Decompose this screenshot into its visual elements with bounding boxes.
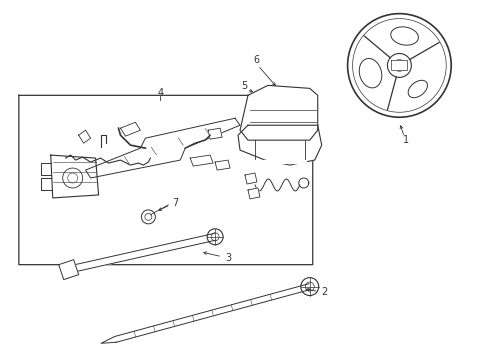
Polygon shape: [59, 260, 78, 280]
Polygon shape: [101, 337, 116, 343]
Polygon shape: [392, 60, 407, 71]
Polygon shape: [190, 155, 213, 166]
Text: 4: 4: [157, 88, 163, 98]
Polygon shape: [86, 118, 240, 178]
Polygon shape: [68, 233, 216, 273]
Polygon shape: [238, 125, 322, 165]
Polygon shape: [51, 155, 98, 198]
Text: 2: 2: [322, 287, 328, 297]
Polygon shape: [121, 122, 141, 136]
Polygon shape: [215, 160, 230, 170]
Text: 3: 3: [225, 253, 231, 263]
Text: 1: 1: [403, 135, 410, 145]
Text: 6: 6: [253, 55, 259, 66]
Polygon shape: [208, 128, 222, 139]
Polygon shape: [245, 173, 257, 184]
Text: 5: 5: [241, 81, 247, 91]
Polygon shape: [19, 95, 313, 265]
Polygon shape: [248, 188, 260, 199]
Text: 7: 7: [172, 198, 178, 208]
Polygon shape: [115, 284, 311, 342]
Polygon shape: [78, 130, 91, 143]
Polygon shape: [240, 85, 318, 140]
